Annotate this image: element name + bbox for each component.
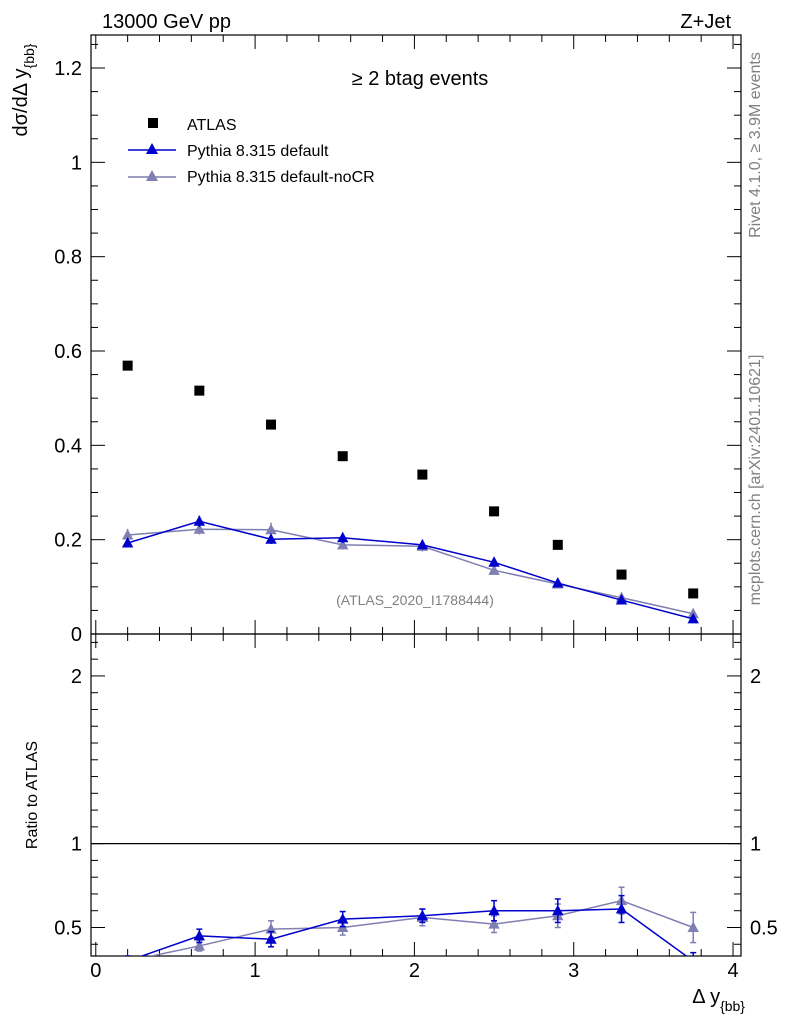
- atlas-data-point: [266, 419, 277, 430]
- main-point-triangle: [488, 556, 500, 567]
- main-point-triangle: [416, 538, 429, 550]
- ratio-point-triangle: [193, 929, 206, 941]
- main-point-triangle: [121, 528, 134, 540]
- main-point-triangle: [193, 515, 206, 526]
- svg-text:dσ/dΔ y{bb}: dσ/dΔ y{bb}: [10, 43, 37, 136]
- main-point-triangle: [337, 531, 349, 543]
- ratio-axis-ticks: 0.5 0.5 1 1 2 2 0 1 2 3 4: [54, 634, 778, 982]
- main-axis-ticks: 0 0.2 0.4 0.6 0.8 1 1.2: [54, 35, 741, 646]
- main-ytick-label: 0.2: [54, 530, 82, 552]
- mcplots-label: mcplots.cern.ch [arXiv:2401.10621]: [747, 355, 764, 606]
- legend-default-marker: [146, 143, 158, 154]
- xtick-label: 1: [250, 960, 261, 982]
- main-point-triangle: [552, 577, 564, 588]
- ratio-ytick-label-right: 2: [750, 666, 761, 688]
- main-ylabel-sub: {bb}: [21, 43, 37, 68]
- main-point-triangle: [337, 538, 349, 550]
- legend-nocr-label: Pythia 8.315 default-noCR: [187, 169, 375, 186]
- main-series-group: [121, 360, 699, 624]
- xtick-label: 3: [568, 960, 579, 982]
- ratio-point-triangle: [615, 903, 628, 914]
- xtick-label: 0: [90, 960, 101, 982]
- atlas-data-point: [552, 539, 563, 550]
- main-ylabel-text: dσ/dΔ y: [10, 68, 32, 136]
- atlas-data-point: [616, 569, 627, 580]
- ratio-ytick-label: 1: [71, 834, 82, 856]
- ratio-point-triangle: [193, 939, 206, 951]
- ratio-plot-frame: [90, 633, 742, 957]
- main-ytick-label: 0.6: [54, 341, 82, 363]
- legend-atlas-marker: [148, 118, 158, 128]
- ratio-ytick-label-right: 0.5: [750, 917, 778, 939]
- xlabel-text: Δ y: [692, 986, 720, 1008]
- legend-atlas-label: ATLAS: [187, 117, 237, 134]
- header-right-label: Z+Jet: [680, 11, 731, 33]
- legend-nocr-marker: [146, 170, 158, 181]
- atlas-data-point: [122, 360, 133, 371]
- main-ytick-label: 0.4: [54, 435, 82, 457]
- legend: ATLAS Pythia 8.315 default Pythia 8.315 …: [128, 117, 375, 186]
- main-point-triangle: [615, 594, 628, 605]
- ratio-series-group: [124, 886, 699, 956]
- xtick-label: 2: [409, 960, 420, 982]
- ratio-point-triangle: [265, 933, 277, 944]
- ratio-ytick-label: 0.5: [54, 917, 82, 939]
- atlas-data-point: [194, 385, 205, 396]
- main-point-triangle: [193, 523, 206, 534]
- main-ytick-label: 1.2: [54, 58, 82, 80]
- xlabel: Δ y{bb}: [692, 986, 745, 1014]
- atlas-data-point: [489, 506, 500, 517]
- atlas-data-point: [337, 451, 348, 462]
- ratio-point-triangle: [692, 955, 694, 956]
- ratio-point-triangle: [127, 955, 129, 956]
- xtick-label: 4: [727, 960, 738, 982]
- ratio-point-triangle: [127, 955, 129, 956]
- ratio-ylabel: Ratio to ATLAS: [24, 741, 41, 849]
- xlabel-sub: {bb}: [720, 998, 745, 1014]
- rivet-version-label: Rivet 4.1.0, ≥ 3.9M events: [747, 52, 764, 238]
- ratio-series-line: [139, 908, 688, 956]
- analysis-label: (ATLAS_2020_I1788444): [336, 592, 494, 608]
- legend-default-label: Pythia 8.315 default: [187, 143, 329, 160]
- ratio-point-triangle: [552, 904, 564, 916]
- main-ytick-label: 1: [71, 152, 82, 174]
- main-point-triangle: [488, 564, 500, 575]
- ratio-point-triangle: [337, 913, 349, 924]
- main-ytick-label: 0: [71, 624, 82, 646]
- header-left-label: 13000 GeV pp: [102, 11, 231, 33]
- atlas-data-point: [688, 588, 699, 599]
- ratio-point-triangle: [488, 918, 500, 929]
- ratio-point-triangle: [687, 921, 699, 932]
- main-chart-title: ≥ 2 btag events: [352, 68, 489, 90]
- ratio-point-triangle: [488, 904, 500, 916]
- main-ylabel: dσ/dΔ y{bb}: [10, 43, 37, 136]
- main-point-triangle: [265, 523, 277, 535]
- main-point-triangle: [265, 533, 277, 544]
- atlas-data-point: [417, 469, 428, 480]
- main-ytick-label: 0.8: [54, 247, 82, 269]
- main-point-triangle: [121, 536, 134, 548]
- main-point-triangle: [687, 612, 699, 624]
- ratio-point-triangle: [416, 909, 429, 921]
- ratio-ytick-label: 2: [71, 666, 82, 688]
- ratio-ytick-label-right: 1: [750, 834, 761, 856]
